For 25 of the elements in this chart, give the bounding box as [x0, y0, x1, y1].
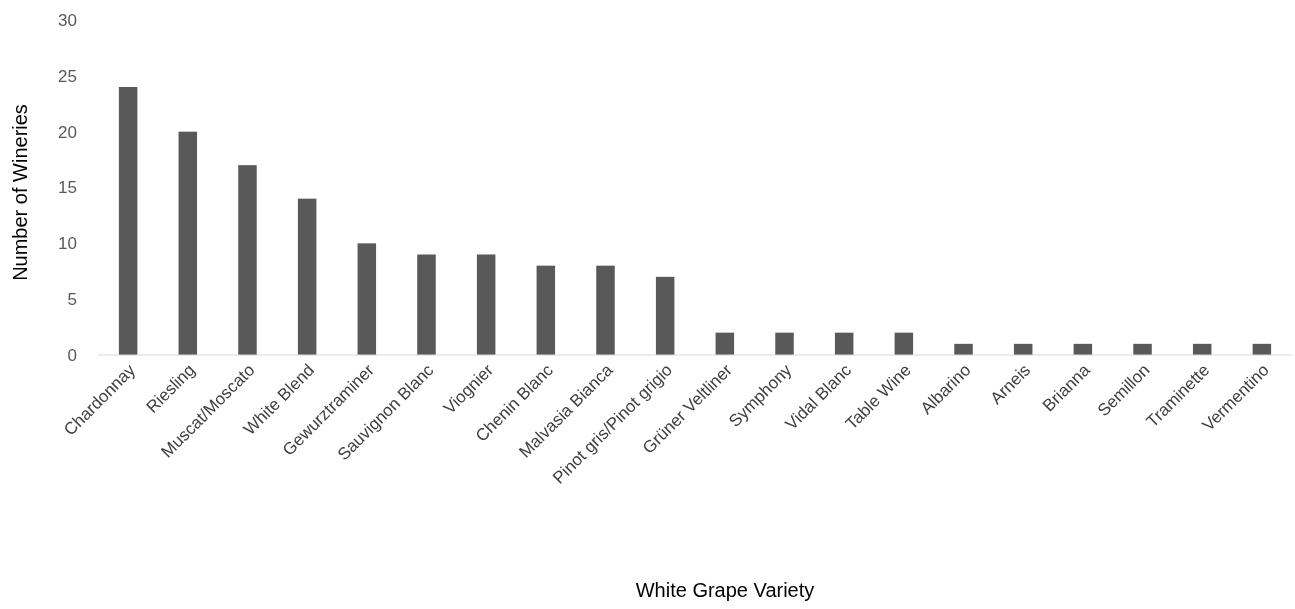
y-tick-label: 20 [58, 122, 77, 142]
bar [178, 131, 198, 355]
bar [357, 243, 377, 355]
x-axis-title: White Grape Variety [635, 579, 815, 601]
bar [775, 332, 794, 355]
y-tick-label: 25 [58, 66, 77, 86]
bar [536, 265, 556, 355]
y-tick-label: 30 [58, 10, 77, 30]
bar [655, 276, 675, 355]
y-tick-label: 15 [58, 178, 77, 198]
y-tick-label: 0 [67, 345, 77, 365]
bar [596, 265, 615, 355]
bar [417, 254, 436, 355]
y-tick-label: 10 [58, 234, 77, 254]
bar [476, 254, 496, 355]
bar [297, 198, 317, 355]
bar [715, 332, 735, 355]
y-axis-title: Number of Wineries [9, 104, 31, 281]
bar [238, 165, 257, 355]
bar [834, 332, 854, 355]
y-tick-label: 5 [67, 290, 77, 310]
bar [118, 87, 138, 355]
bar [954, 343, 973, 355]
bar [1133, 343, 1152, 355]
bar [894, 332, 914, 355]
